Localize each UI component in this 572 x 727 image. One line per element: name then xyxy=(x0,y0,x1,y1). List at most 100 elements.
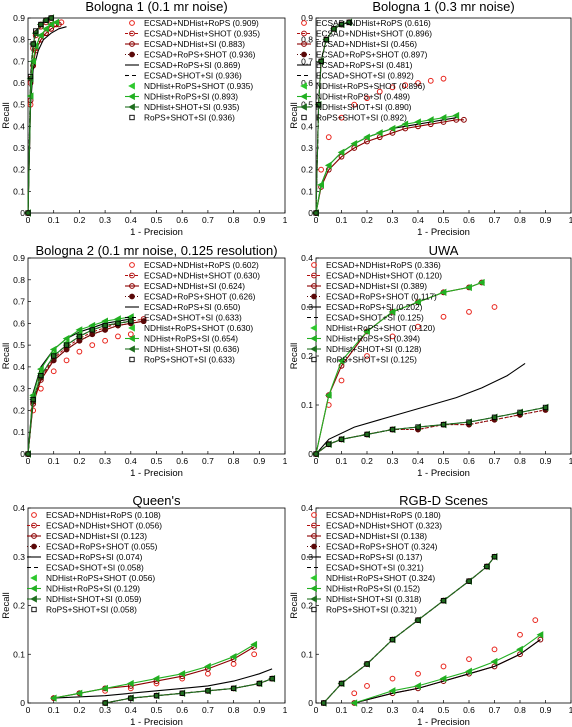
series-4 xyxy=(25,318,147,457)
data-point xyxy=(47,20,55,29)
data-point xyxy=(389,84,396,91)
legend-sample xyxy=(311,356,317,363)
data-point xyxy=(364,431,370,438)
y-tick-label: 0.7 xyxy=(13,56,25,66)
data-point xyxy=(38,372,44,379)
legend-entry: ECSAD+NDHist+SI (0.456) xyxy=(316,39,417,49)
data-point xyxy=(401,120,409,128)
data-point xyxy=(491,414,498,420)
data-point xyxy=(128,318,134,324)
x-tick-label: 0.4 xyxy=(125,215,137,225)
x-tick-label: 0.6 xyxy=(463,705,475,715)
x-tick-label: 1 xyxy=(569,456,572,466)
legend-marker xyxy=(129,272,135,279)
legend-marker xyxy=(311,606,317,613)
y-tick-label: 0 xyxy=(20,208,25,218)
data-point xyxy=(440,75,447,82)
x-tick-label: 0.3 xyxy=(99,456,111,466)
chart-title: Queen's xyxy=(132,493,181,508)
data-point xyxy=(389,333,396,340)
data-point xyxy=(331,26,337,32)
legend-sample xyxy=(297,103,311,111)
data-point xyxy=(427,77,434,84)
series-9 xyxy=(101,674,276,707)
legend-sample xyxy=(129,262,135,268)
data-point xyxy=(461,116,467,123)
legend-entry: ECSAD+NDHist+SI (0.138) xyxy=(326,531,427,541)
series-line xyxy=(27,316,131,455)
series-7 xyxy=(312,403,549,458)
data-point xyxy=(152,674,160,683)
legend-entry: ECSAD+NDHist+SHOT (0.056) xyxy=(46,521,162,531)
data-point xyxy=(364,661,370,667)
data-point xyxy=(313,451,319,457)
series-line xyxy=(27,320,144,455)
legend-marker xyxy=(311,262,317,268)
legend-sample xyxy=(128,82,135,90)
data-point xyxy=(324,391,332,399)
legend-marker xyxy=(128,92,135,101)
y-axis-label: Recall xyxy=(1,343,12,369)
series-line xyxy=(315,406,546,455)
legend-entry: ECSAD+RoPS+SI (0.202) xyxy=(326,302,423,312)
legend-entry: ECSAD+RoPS+SHOT (0.055) xyxy=(46,542,158,552)
legend-entry: NDHist+RoPS+SHOT (0.120) xyxy=(326,323,435,333)
y-tick-label: 0.7 xyxy=(13,297,25,307)
data-point xyxy=(351,690,358,697)
data-point xyxy=(415,424,421,430)
legend-entry: ECSAD+RoPS+SHOT (0.324) xyxy=(326,542,438,552)
legend-entry: ECSAD+NDHist+SI (0.624) xyxy=(144,281,245,291)
legend-entry: NDHist+RoPS+SHOT (0.935) xyxy=(144,81,253,91)
chart-panel-5: Queen's 0 0.1 0.2 0.3 0.4 0.5 0.6 0.7 0.8 0.9 1 0 0.1… xyxy=(1,493,288,727)
data-point xyxy=(52,18,60,27)
data-point xyxy=(388,687,396,695)
data-point xyxy=(63,357,70,364)
legend-marker xyxy=(301,41,307,47)
legend-entry: ECSAD+NDHist+SHOT (0.630) xyxy=(144,271,260,281)
legend-marker xyxy=(300,103,307,111)
legend-entry: NDHist+SHOT+SI (0.318) xyxy=(326,594,422,604)
legend-entry: RoPS+SHOT+SI (0.633) xyxy=(144,355,235,365)
data-point xyxy=(323,37,329,43)
data-point xyxy=(76,348,83,355)
legend-sample xyxy=(125,30,139,37)
legend-entry: RoPS+SHOT+SI (0.321) xyxy=(326,605,417,615)
series-5 xyxy=(53,668,273,699)
legend-entry: ECSAD+NDHist+RoPS (0.909) xyxy=(144,18,259,28)
data-point xyxy=(49,694,57,702)
legend-marker xyxy=(311,283,317,289)
x-tick-label: 0.7 xyxy=(489,705,501,715)
data-point xyxy=(269,675,275,682)
data-point xyxy=(414,682,421,690)
x-tick-label: 0.6 xyxy=(463,215,475,225)
legend-marker xyxy=(311,533,317,539)
series-5 xyxy=(27,318,131,455)
data-point xyxy=(350,139,358,148)
legend-sample xyxy=(125,334,139,343)
x-tick-label: 0.6 xyxy=(463,456,475,466)
x-tick-label: 1 xyxy=(569,215,572,225)
series-10 xyxy=(313,404,549,457)
y-tick-label: 0.2 xyxy=(13,601,25,611)
y-tick-label: 0.2 xyxy=(13,165,25,175)
data-point xyxy=(315,102,322,108)
x-tick-label: 0.7 xyxy=(489,456,501,466)
legend-sample xyxy=(307,272,321,279)
legend-marker xyxy=(128,82,135,90)
legend-marker xyxy=(300,92,307,101)
legend-entry: ECSAD+RoPS+SI (0.869) xyxy=(144,60,241,70)
x-tick-label: 0.6 xyxy=(176,705,188,715)
data-point xyxy=(37,365,44,373)
legend-sample xyxy=(307,584,321,593)
data-point xyxy=(338,680,345,687)
chart-title: Bologna 1 (0.1 mr noise) xyxy=(85,0,227,14)
legend-marker xyxy=(30,595,37,603)
x-tick-label: 0.8 xyxy=(514,705,526,715)
data-point xyxy=(415,617,421,623)
legend-sample xyxy=(125,103,139,111)
x-tick-label: 0.3 xyxy=(99,705,111,715)
x-tick-label: 0.5 xyxy=(438,456,450,466)
series-1 xyxy=(351,617,539,697)
legend-sample xyxy=(27,533,41,539)
legend-entry: ECSAD+NDHist+SHOT (0.935) xyxy=(144,29,260,39)
